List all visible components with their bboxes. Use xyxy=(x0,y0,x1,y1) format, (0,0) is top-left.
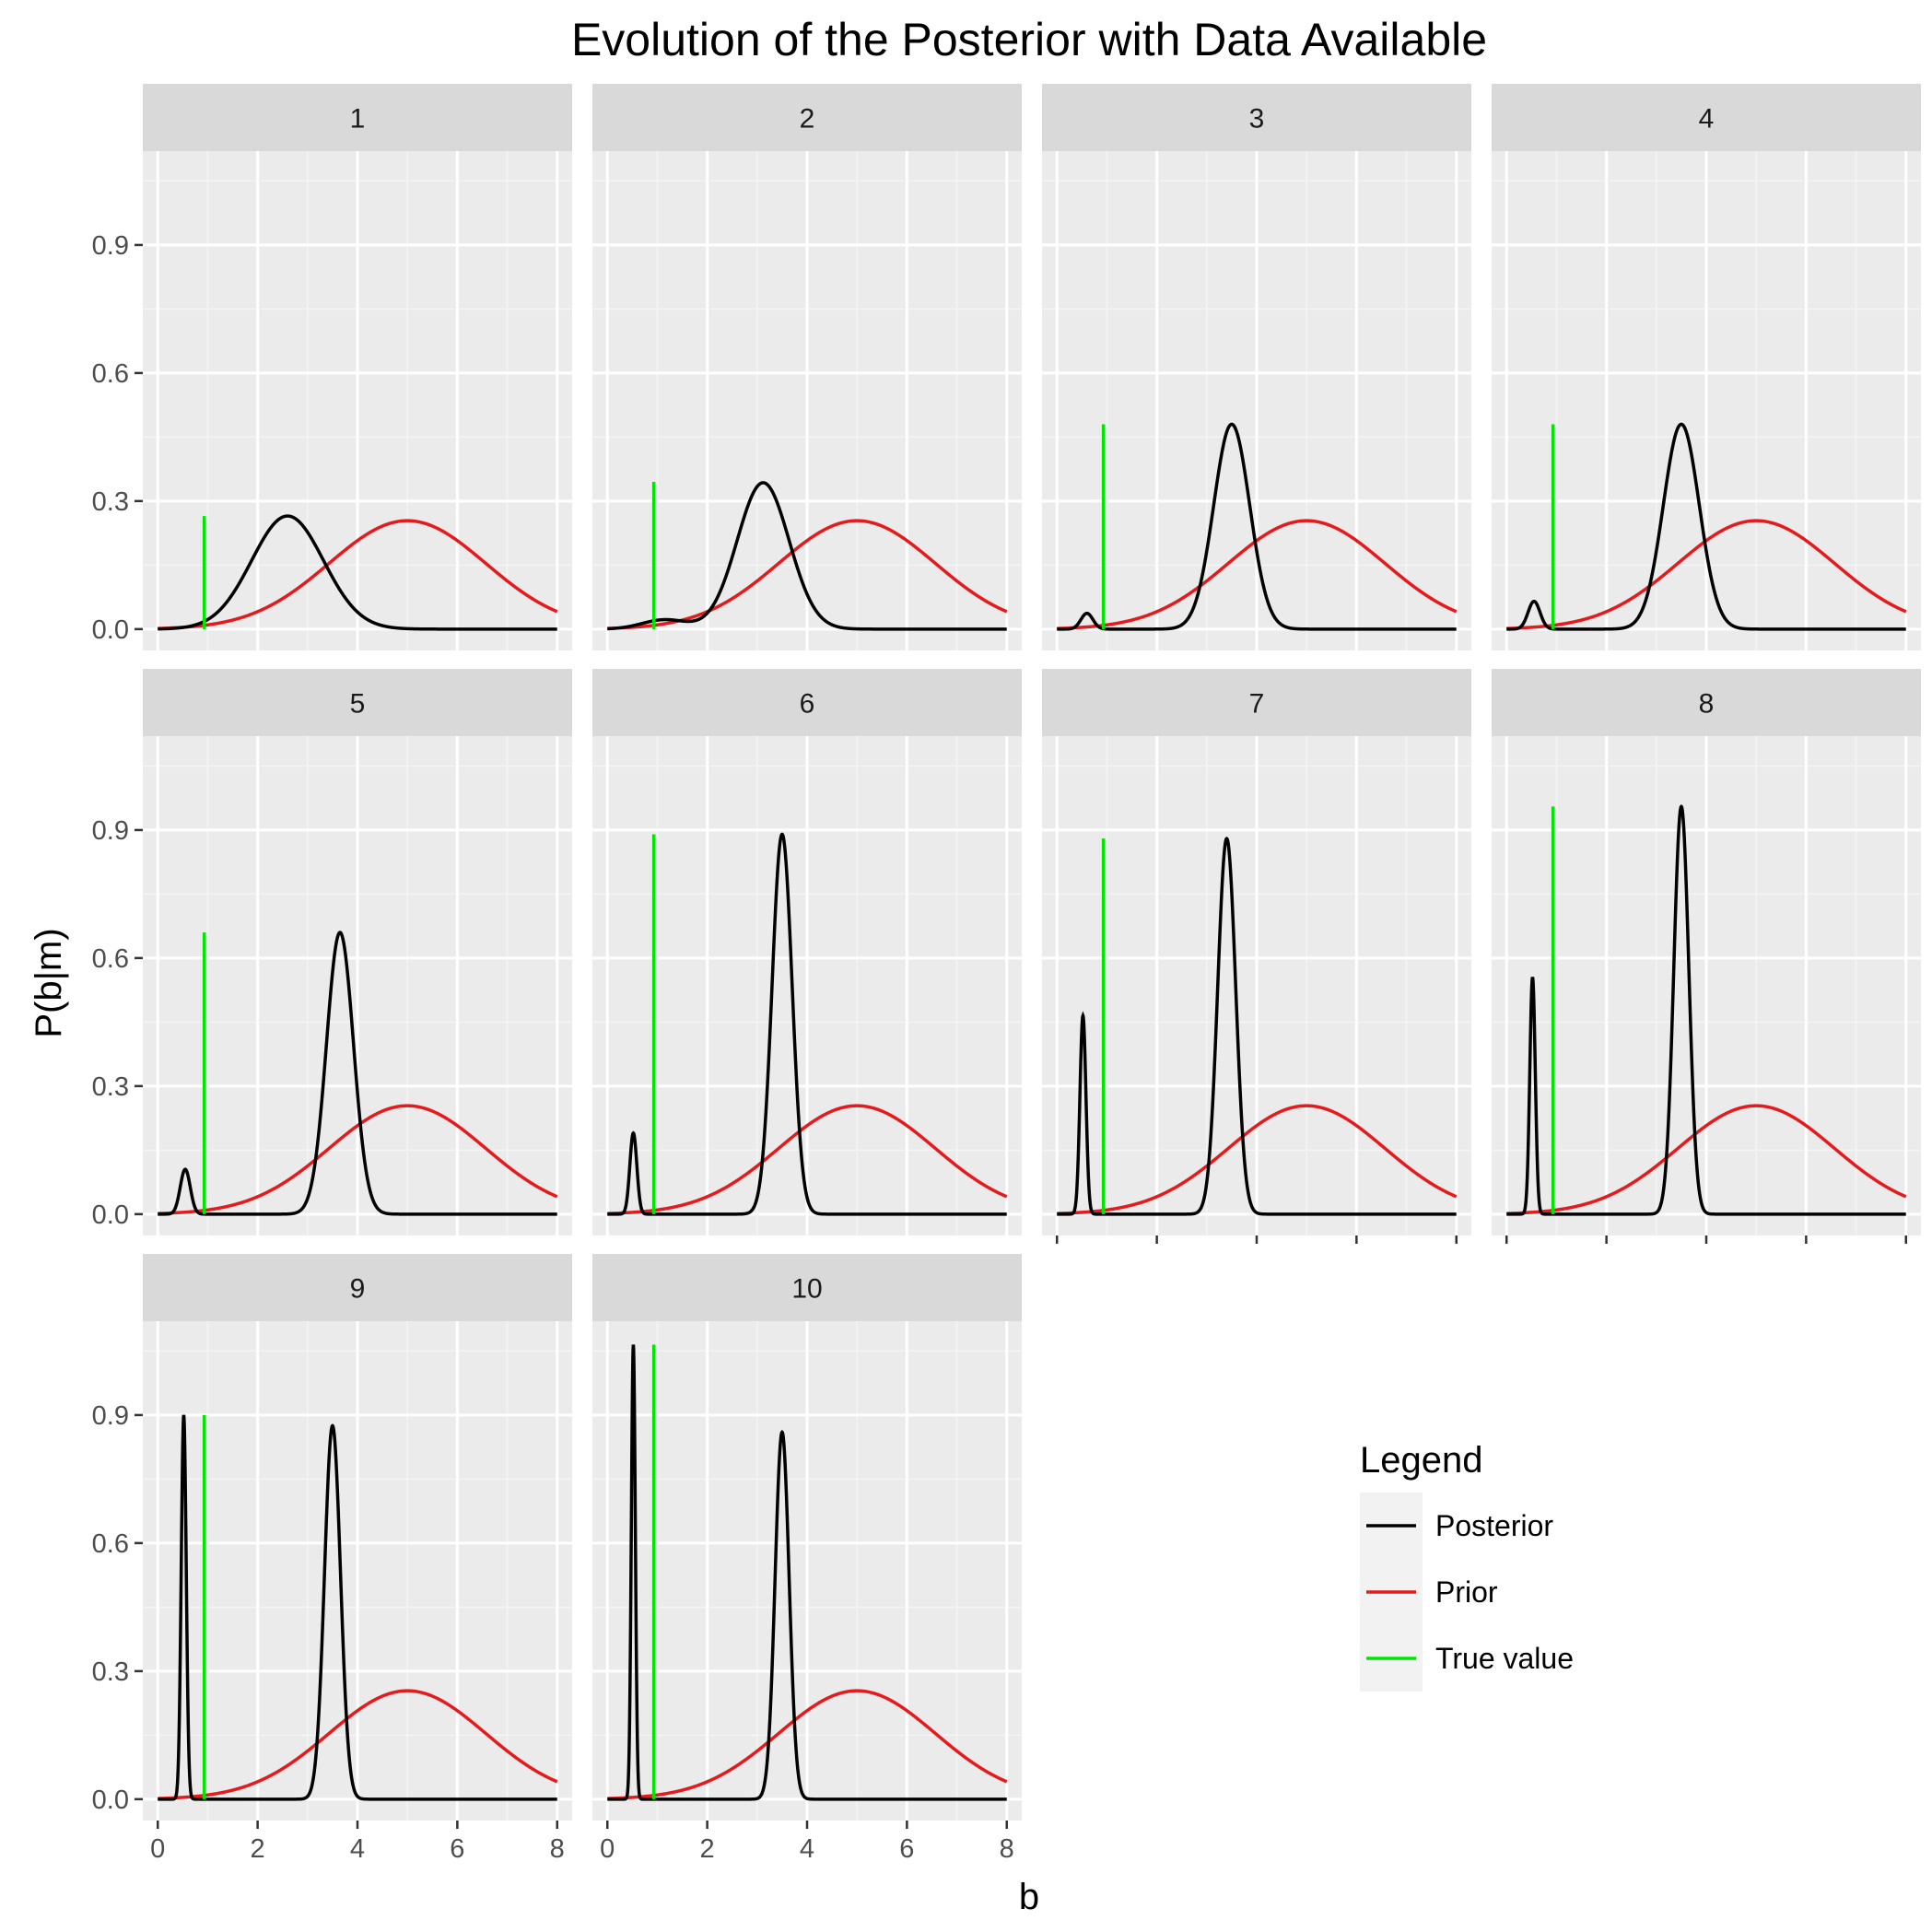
legend-label: True value xyxy=(1435,1642,1574,1675)
prior-curve xyxy=(607,519,1008,630)
x-tick-label: 0 xyxy=(150,1834,165,1864)
posterior-curve xyxy=(158,931,557,1216)
y-tick-label: 0.9 xyxy=(92,1401,129,1431)
prior-curve xyxy=(607,1104,1008,1215)
facet-strip xyxy=(1492,669,1921,736)
legend-entries: Posterior Prior True value xyxy=(1360,1493,1574,1692)
facet-strip-label: 7 xyxy=(1249,689,1265,720)
posterior-curve xyxy=(607,1344,1007,1801)
facet-strip xyxy=(143,84,572,151)
y-tick-label: 0.3 xyxy=(92,487,129,517)
posterior-curve xyxy=(607,481,1007,631)
facet-panel-2: 2 xyxy=(592,84,1022,650)
y-tick-label: 0.3 xyxy=(92,1657,129,1687)
facet-strip xyxy=(592,84,1022,151)
y-tick-label: 0.9 xyxy=(92,231,129,261)
x-tick-label: 6 xyxy=(450,1834,464,1864)
y-tick-label: 0.0 xyxy=(92,1200,129,1230)
facet-strip xyxy=(592,1254,1022,1321)
facet-strip-label: 4 xyxy=(1699,104,1715,135)
legend-label: Prior xyxy=(1435,1575,1498,1609)
facet-strip xyxy=(592,669,1022,736)
facet-panel-8: 8 xyxy=(1492,669,1921,1244)
facet-strip-label: 9 xyxy=(350,1274,366,1305)
y-tick-label: 0.0 xyxy=(92,1786,129,1815)
legend-entry: Posterior xyxy=(1360,1493,1553,1559)
facet-panel-5: 5 0.0 0.3 0.6 0.9 xyxy=(92,669,572,1235)
facet-strip xyxy=(1042,669,1471,736)
x-tick-label: 2 xyxy=(251,1834,265,1864)
x-tick-label: 0 xyxy=(600,1834,615,1864)
facet-strip-label: 6 xyxy=(800,689,815,720)
facet-panels: 1 0.0 0.3 0.6 0.9 2 3 4 5 0.0 0.3 0.6 0.9 6 7 8 9 0.0 0.3 0… xyxy=(92,84,1921,1864)
y-tick-label: 0.9 xyxy=(92,816,129,846)
facet-strip-label: 8 xyxy=(1699,689,1715,720)
legend-label: Posterior xyxy=(1435,1509,1553,1542)
x-tick-label: 2 xyxy=(700,1834,715,1864)
prior-curve xyxy=(158,1104,558,1215)
y-tick-label: 0.6 xyxy=(92,359,129,389)
y-tick-label: 0.6 xyxy=(92,1529,129,1559)
y-axis-title: P(b|m) xyxy=(29,928,69,1037)
x-axis-title: b xyxy=(1019,1877,1039,1917)
prior-curve xyxy=(158,1689,558,1800)
prior-curve xyxy=(1506,1104,1907,1215)
facet-strip xyxy=(1042,84,1471,151)
prior-curve xyxy=(1057,519,1458,630)
facet-panel-10: 10 0 2 4 6 8 xyxy=(592,1254,1022,1864)
x-tick-label: 6 xyxy=(899,1834,914,1864)
posterior-curve xyxy=(1506,422,1906,631)
prior-curve xyxy=(1057,1104,1458,1215)
facet-strip xyxy=(143,669,572,736)
facet-strip-label: 5 xyxy=(350,689,366,720)
posterior-curve xyxy=(158,514,557,631)
facet-strip xyxy=(1492,84,1921,151)
posterior-curve xyxy=(158,1414,557,1801)
posterior-curve xyxy=(1057,837,1457,1216)
prior-curve xyxy=(158,519,558,630)
posterior-curve xyxy=(607,832,1007,1216)
x-tick-label: 8 xyxy=(1000,1834,1014,1864)
facet-panel-9: 9 0.0 0.3 0.6 0.9 0 2 4 6 8 xyxy=(92,1254,572,1864)
facet-panel-4: 4 xyxy=(1492,84,1921,650)
y-tick-label: 0.3 xyxy=(92,1072,129,1102)
posterior-curve xyxy=(1057,422,1457,631)
legend-entry: Prior xyxy=(1360,1559,1498,1625)
facet-strip-label: 2 xyxy=(800,104,815,135)
facet-strip-label: 10 xyxy=(791,1274,822,1305)
facet-strip xyxy=(143,1254,572,1321)
facet-panel-6: 6 xyxy=(592,669,1022,1235)
facet-panel-7: 7 xyxy=(1042,669,1471,1244)
facet-strip-label: 3 xyxy=(1249,104,1265,135)
posterior-curve xyxy=(1506,804,1906,1216)
x-tick-label: 4 xyxy=(350,1834,365,1864)
chart-title: Evolution of the Posterior with Data Ava… xyxy=(571,14,1487,65)
prior-curve xyxy=(1506,519,1907,630)
prior-curve xyxy=(607,1689,1008,1800)
facet-panel-3: 3 xyxy=(1042,84,1471,650)
legend-entry: True value xyxy=(1360,1625,1574,1692)
legend-title: Legend xyxy=(1360,1440,1482,1481)
x-tick-label: 4 xyxy=(800,1834,814,1864)
y-tick-label: 0.6 xyxy=(92,944,129,974)
legend: Legend Posterior Prior True value xyxy=(1360,1440,1574,1692)
x-tick-label: 8 xyxy=(550,1834,565,1864)
facet-panel-1: 1 0.0 0.3 0.6 0.9 xyxy=(92,84,572,650)
facet-strip-label: 1 xyxy=(350,104,366,135)
y-tick-label: 0.0 xyxy=(92,615,129,645)
